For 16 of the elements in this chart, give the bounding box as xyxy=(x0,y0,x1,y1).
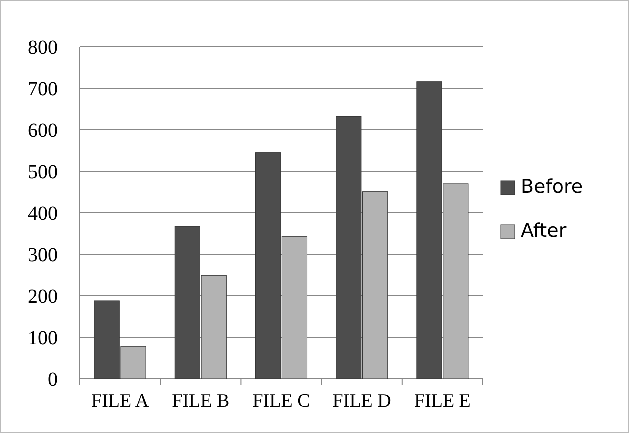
y-tick-label: 800 xyxy=(28,37,58,59)
y-tick-label: 200 xyxy=(28,286,58,308)
x-tick-label: FILE E xyxy=(414,391,471,412)
y-tick-label: 0 xyxy=(48,369,58,391)
y-tick-label: 400 xyxy=(28,203,58,225)
y-tick-label: 600 xyxy=(28,120,58,142)
x-tick-label: FILE B xyxy=(172,391,230,412)
y-tick-label: 700 xyxy=(28,78,58,100)
y-tick-label: 100 xyxy=(28,328,58,350)
legend-label: After xyxy=(521,220,567,242)
y-tick-label: 500 xyxy=(28,162,58,184)
legend-label: Before xyxy=(521,176,584,198)
x-tick-label: FILE D xyxy=(332,391,392,412)
x-tick-label: FILE C xyxy=(252,391,310,412)
x-tick-label: FILE A xyxy=(92,391,150,412)
y-tick-label: 300 xyxy=(28,244,58,266)
